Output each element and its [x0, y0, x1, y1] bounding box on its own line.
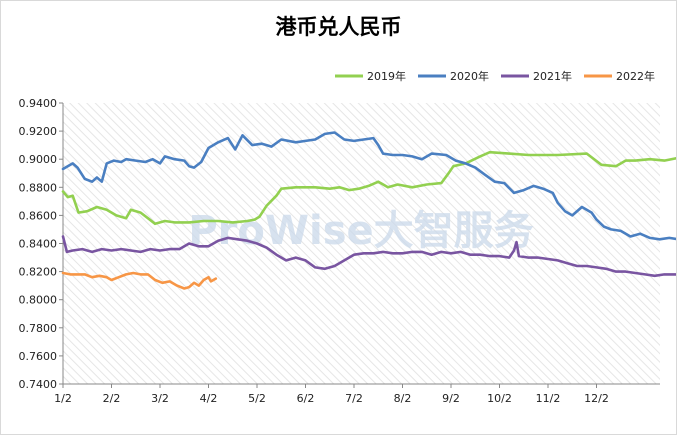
y-tick-label: 0.7600 — [19, 350, 58, 363]
y-tick-label: 0.8400 — [19, 238, 58, 251]
x-tick-label: 1/2 — [54, 392, 72, 405]
y-tick-label: 0.8600 — [19, 209, 58, 222]
y-tick-label: 0.8000 — [19, 294, 58, 307]
legend-label: 2019年 — [367, 69, 406, 83]
x-tick-label: 5/2 — [248, 392, 266, 405]
series-line-2 — [61, 235, 676, 278]
y-tick-label: 0.9400 — [19, 97, 58, 110]
y-tick-label: 0.7800 — [19, 322, 58, 335]
y-tick-label: 0.9200 — [19, 125, 58, 138]
x-tick-label: 10/2 — [487, 392, 512, 405]
x-tick-label: 2/2 — [103, 392, 121, 405]
watermark-text: ProWise大智服务 — [188, 208, 533, 254]
series-line-1 — [61, 131, 676, 241]
x-tick-label: 7/2 — [345, 392, 363, 405]
series-line-3 — [61, 271, 218, 290]
y-tick-label: 0.8800 — [19, 181, 58, 194]
legend-label: 2021年 — [533, 69, 572, 83]
y-tick-label: 0.9000 — [19, 153, 58, 166]
chart-title: 港币兑人民币 — [275, 15, 402, 39]
legend-label: 2020年 — [450, 69, 489, 83]
x-tick-label: 8/2 — [394, 392, 412, 405]
y-tick-label: 0.7400 — [19, 378, 58, 391]
plot-area — [63, 103, 660, 384]
x-tick-label: 9/2 — [442, 392, 460, 405]
x-tick-label: 4/2 — [200, 392, 218, 405]
x-tick-label: 11/2 — [536, 392, 561, 405]
x-tick-label: 3/2 — [151, 392, 169, 405]
series-line-0 — [61, 150, 676, 226]
legend-label: 2022年 — [616, 69, 655, 83]
x-tick-label: 6/2 — [297, 392, 315, 405]
x-tick-label: 12/2 — [584, 392, 609, 405]
y-tick-label: 0.8200 — [19, 266, 58, 279]
